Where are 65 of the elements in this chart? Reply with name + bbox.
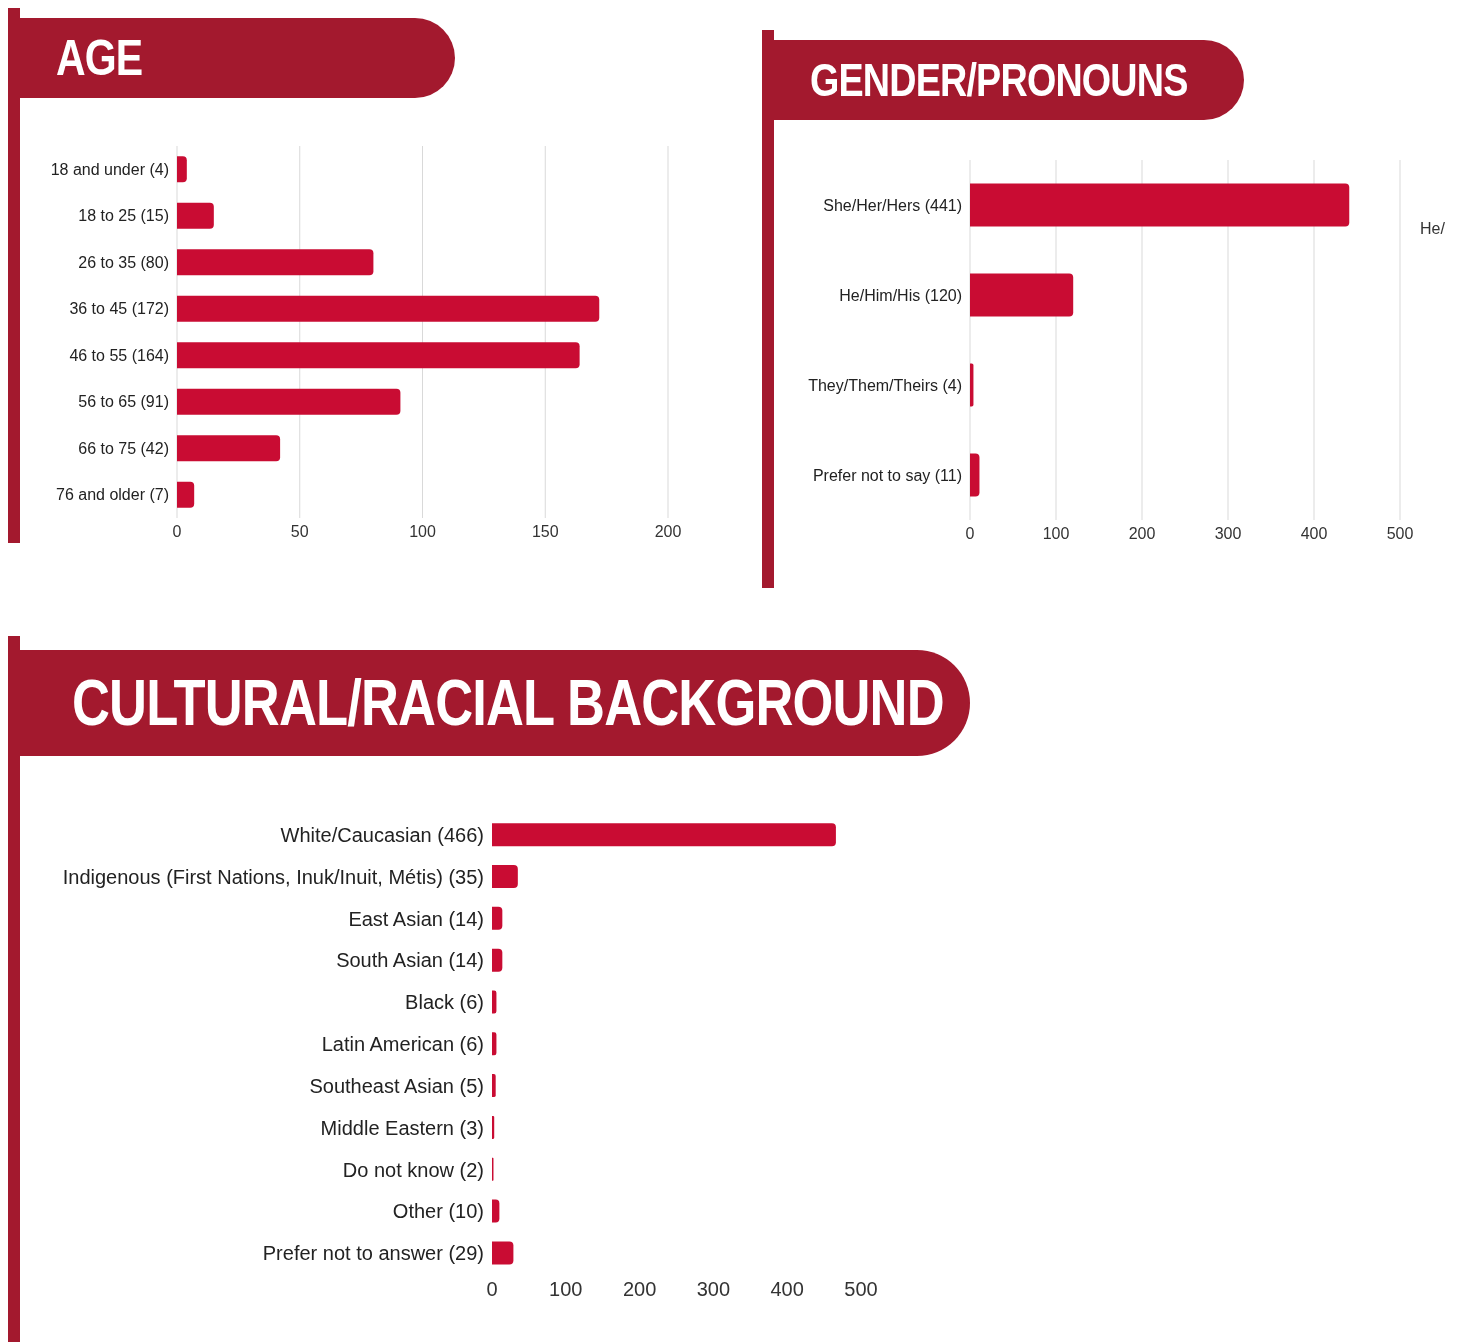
bar [492,1241,514,1265]
bar [492,990,497,1014]
chart-title: GENDER/PRONOUNS [810,53,1188,107]
bar [970,183,1350,227]
y-tick-label: 18 and under (4) [50,160,169,178]
x-tick-label: 300 [696,1278,731,1301]
x-tick-label: 50 [290,523,309,541]
y-tick-label: South Asian (14) [336,949,484,972]
bar [492,906,503,930]
bar [492,865,518,889]
x-tick-label: 300 [1214,525,1242,543]
y-tick-label: 76 and older (7) [56,486,169,504]
y-tick-label: 66 to 75 (42) [78,439,169,457]
bar [177,435,281,462]
y-tick-label: He/Him/His (120) [839,286,962,304]
bar [177,388,401,415]
bar [492,1074,496,1098]
y-tick-label: 26 to 35 (80) [78,253,169,271]
y-tick-label: Latin American (6) [321,1033,484,1056]
x-tick-label: 100 [409,523,436,541]
x-tick-label: 0 [965,525,975,543]
y-tick-label: They/Them/Theirs (4) [808,376,962,394]
bar [970,273,1074,317]
bar [177,249,374,276]
chart-title: CULTURAL/RACIAL BACKGROUND [72,666,944,740]
y-tick-label: 46 to 55 (164) [69,346,169,364]
x-tick-label: 200 [654,523,682,541]
bar [492,948,503,972]
x-tick-label: 400 [770,1278,804,1301]
x-tick-label: 200 [1128,525,1156,543]
y-tick-label: Prefer not to say (11) [812,466,962,484]
y-tick-label: White/Caucasian (466) [280,824,484,847]
bar [177,295,600,322]
y-tick-label: Middle Eastern (3) [320,1116,484,1139]
y-tick-label: 36 to 45 (172) [69,300,169,318]
bar [492,1115,495,1139]
bar [492,1032,497,1056]
bar [177,481,195,508]
bar [177,156,187,183]
y-tick-label: East Asian (14) [348,907,484,930]
x-tick-label: 500 [844,1278,878,1301]
text: He/ [1420,220,1445,238]
chart-title: AGE [56,29,143,87]
x-tick-label: 0 [486,1278,498,1301]
y-tick-label: Black (6) [405,991,484,1014]
x-tick-label: 150 [531,523,559,541]
bar [492,1199,500,1223]
y-tick-label: Other (10) [392,1200,484,1223]
y-tick-label: Prefer not to answer (29) [262,1242,484,1265]
x-tick-label: 100 [1042,525,1070,543]
y-tick-label: 18 to 25 (15) [78,207,169,225]
bar [177,342,580,369]
y-tick-label: 56 to 65 (91) [78,393,169,411]
x-tick-label: 0 [172,523,182,541]
x-tick-label: 400 [1300,525,1328,543]
x-tick-label: 100 [549,1278,583,1301]
bar [177,202,214,229]
y-tick-label: She/Her/Hers (441) [823,196,962,214]
y-tick-label: Do not know (2) [342,1158,484,1181]
y-tick-label: Southeast Asian (5) [309,1074,484,1097]
bar [492,823,836,847]
bar [970,453,980,497]
x-tick-label: 200 [622,1278,657,1301]
x-tick-label: 500 [1386,525,1414,543]
y-tick-label: Indigenous (First Nations, Inuk/Inuit, Métis) (35) [62,865,484,888]
